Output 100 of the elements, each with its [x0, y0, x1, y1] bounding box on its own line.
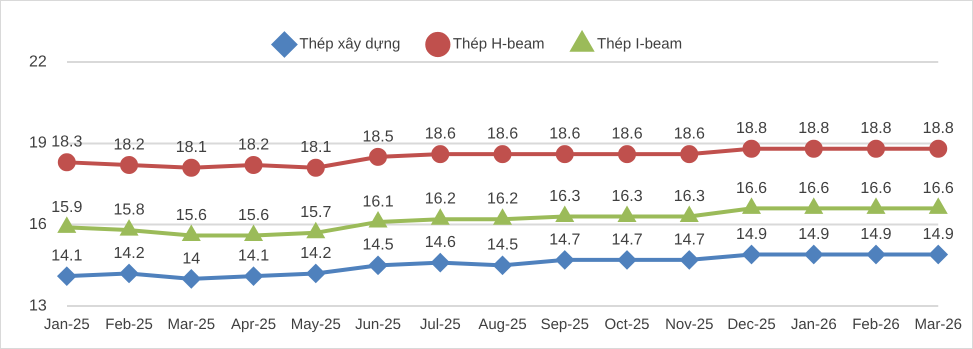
point	[806, 199, 822, 214]
point	[182, 158, 200, 177]
x-tick-label: Jan-25	[44, 316, 90, 334]
data-label: 16.2	[486, 190, 518, 208]
point	[308, 224, 324, 238]
data-label: 18.8	[860, 120, 892, 138]
x-tick-label: Dec-25	[727, 316, 776, 334]
point	[680, 145, 698, 164]
data-label: 18.6	[424, 126, 456, 143]
x-tick-label: Mar-26	[914, 316, 962, 334]
point	[681, 208, 698, 222]
point	[618, 250, 636, 269]
point	[306, 264, 325, 282]
data-label: 18.1	[176, 139, 207, 156]
point	[244, 156, 263, 174]
data-label: 18.5	[362, 128, 394, 146]
y-tick-label: 22	[29, 53, 47, 70]
point	[804, 245, 823, 264]
x-tick-label: Oct-25	[604, 316, 650, 334]
data-label: 14	[182, 250, 200, 268]
point	[432, 210, 448, 225]
x-tick-label: Sep-25	[540, 316, 589, 334]
data-label: 14.2	[300, 244, 332, 262]
data-label: 15.6	[238, 206, 270, 224]
data-label: 14.7	[611, 231, 643, 248]
data-label: 14.5	[486, 236, 518, 254]
data-label: 18.8	[922, 120, 954, 138]
data-label: 14.1	[51, 248, 82, 265]
x-tick-label: Aug-25	[478, 316, 527, 334]
data-label: 16.6	[860, 180, 892, 197]
point	[58, 218, 75, 233]
point	[120, 264, 138, 282]
x-tick-label: May-25	[290, 316, 341, 334]
data-label: 14.5	[362, 236, 394, 254]
data-label: 16.3	[611, 188, 643, 205]
point	[556, 145, 574, 164]
legend-label: Thép I-beam	[597, 36, 682, 53]
x-tick-label: Jun-25	[355, 316, 401, 334]
y-tick-label: 16	[29, 216, 47, 234]
point	[431, 254, 450, 272]
data-label: 18.2	[238, 136, 270, 154]
x-tick-label: Jul-25	[420, 316, 461, 334]
point	[182, 270, 200, 288]
x-tick-label: Nov-25	[665, 316, 714, 334]
data-label: 18.6	[611, 126, 643, 143]
point	[369, 256, 388, 274]
point	[183, 226, 200, 242]
point	[556, 208, 573, 222]
point	[58, 153, 76, 172]
point	[618, 145, 636, 164]
x-tick-label: Feb-25	[105, 316, 153, 334]
data-label: 18.6	[674, 126, 705, 143]
point	[369, 148, 388, 166]
point	[742, 245, 761, 264]
data-label: 16.2	[424, 190, 456, 208]
point	[244, 267, 263, 286]
data-label: 14.9	[860, 226, 892, 243]
point	[930, 199, 946, 214]
data-label: 18.2	[113, 136, 145, 154]
data-label: 16.1	[362, 193, 394, 210]
data-label: 15.9	[51, 198, 82, 216]
point	[618, 208, 636, 222]
data-label: 14.6	[424, 234, 456, 252]
point	[494, 210, 511, 225]
point	[120, 221, 138, 236]
data-label: 18.8	[736, 120, 768, 138]
point	[494, 145, 512, 164]
data-label: 16.3	[549, 188, 580, 205]
point	[494, 256, 512, 274]
data-label: 18.6	[549, 126, 580, 143]
data-label: 16.6	[736, 180, 768, 197]
point	[929, 245, 948, 264]
data-label: 15.8	[113, 201, 145, 218]
data-label: 18.3	[51, 134, 82, 151]
data-label: 18.1	[300, 139, 332, 156]
y-tick-label: 19	[29, 134, 47, 152]
legend-label: Thép xây dựng	[299, 36, 400, 53]
data-label: 14.9	[798, 226, 830, 243]
point	[431, 145, 450, 164]
point	[804, 140, 823, 158]
data-label: 14.9	[922, 226, 954, 243]
data-label: 16.6	[922, 180, 954, 197]
point	[245, 226, 262, 242]
data-label: 18.6	[486, 126, 518, 143]
data-label: 14.7	[549, 231, 580, 248]
data-label: 15.6	[176, 206, 207, 224]
point	[866, 140, 885, 158]
x-tick-label: Apr-25	[231, 316, 276, 334]
point	[556, 250, 574, 269]
point	[742, 140, 761, 158]
data-label: 18.8	[798, 120, 830, 138]
data-label: 14.2	[113, 244, 145, 262]
point	[867, 245, 885, 264]
data-label: 16.3	[674, 188, 705, 205]
data-label: 15.7	[300, 204, 332, 222]
data-label: 14.7	[674, 231, 705, 248]
point	[370, 212, 386, 228]
point	[868, 199, 884, 214]
y-tick-label: 13	[29, 297, 47, 314]
x-tick-label: Feb-26	[852, 316, 900, 334]
